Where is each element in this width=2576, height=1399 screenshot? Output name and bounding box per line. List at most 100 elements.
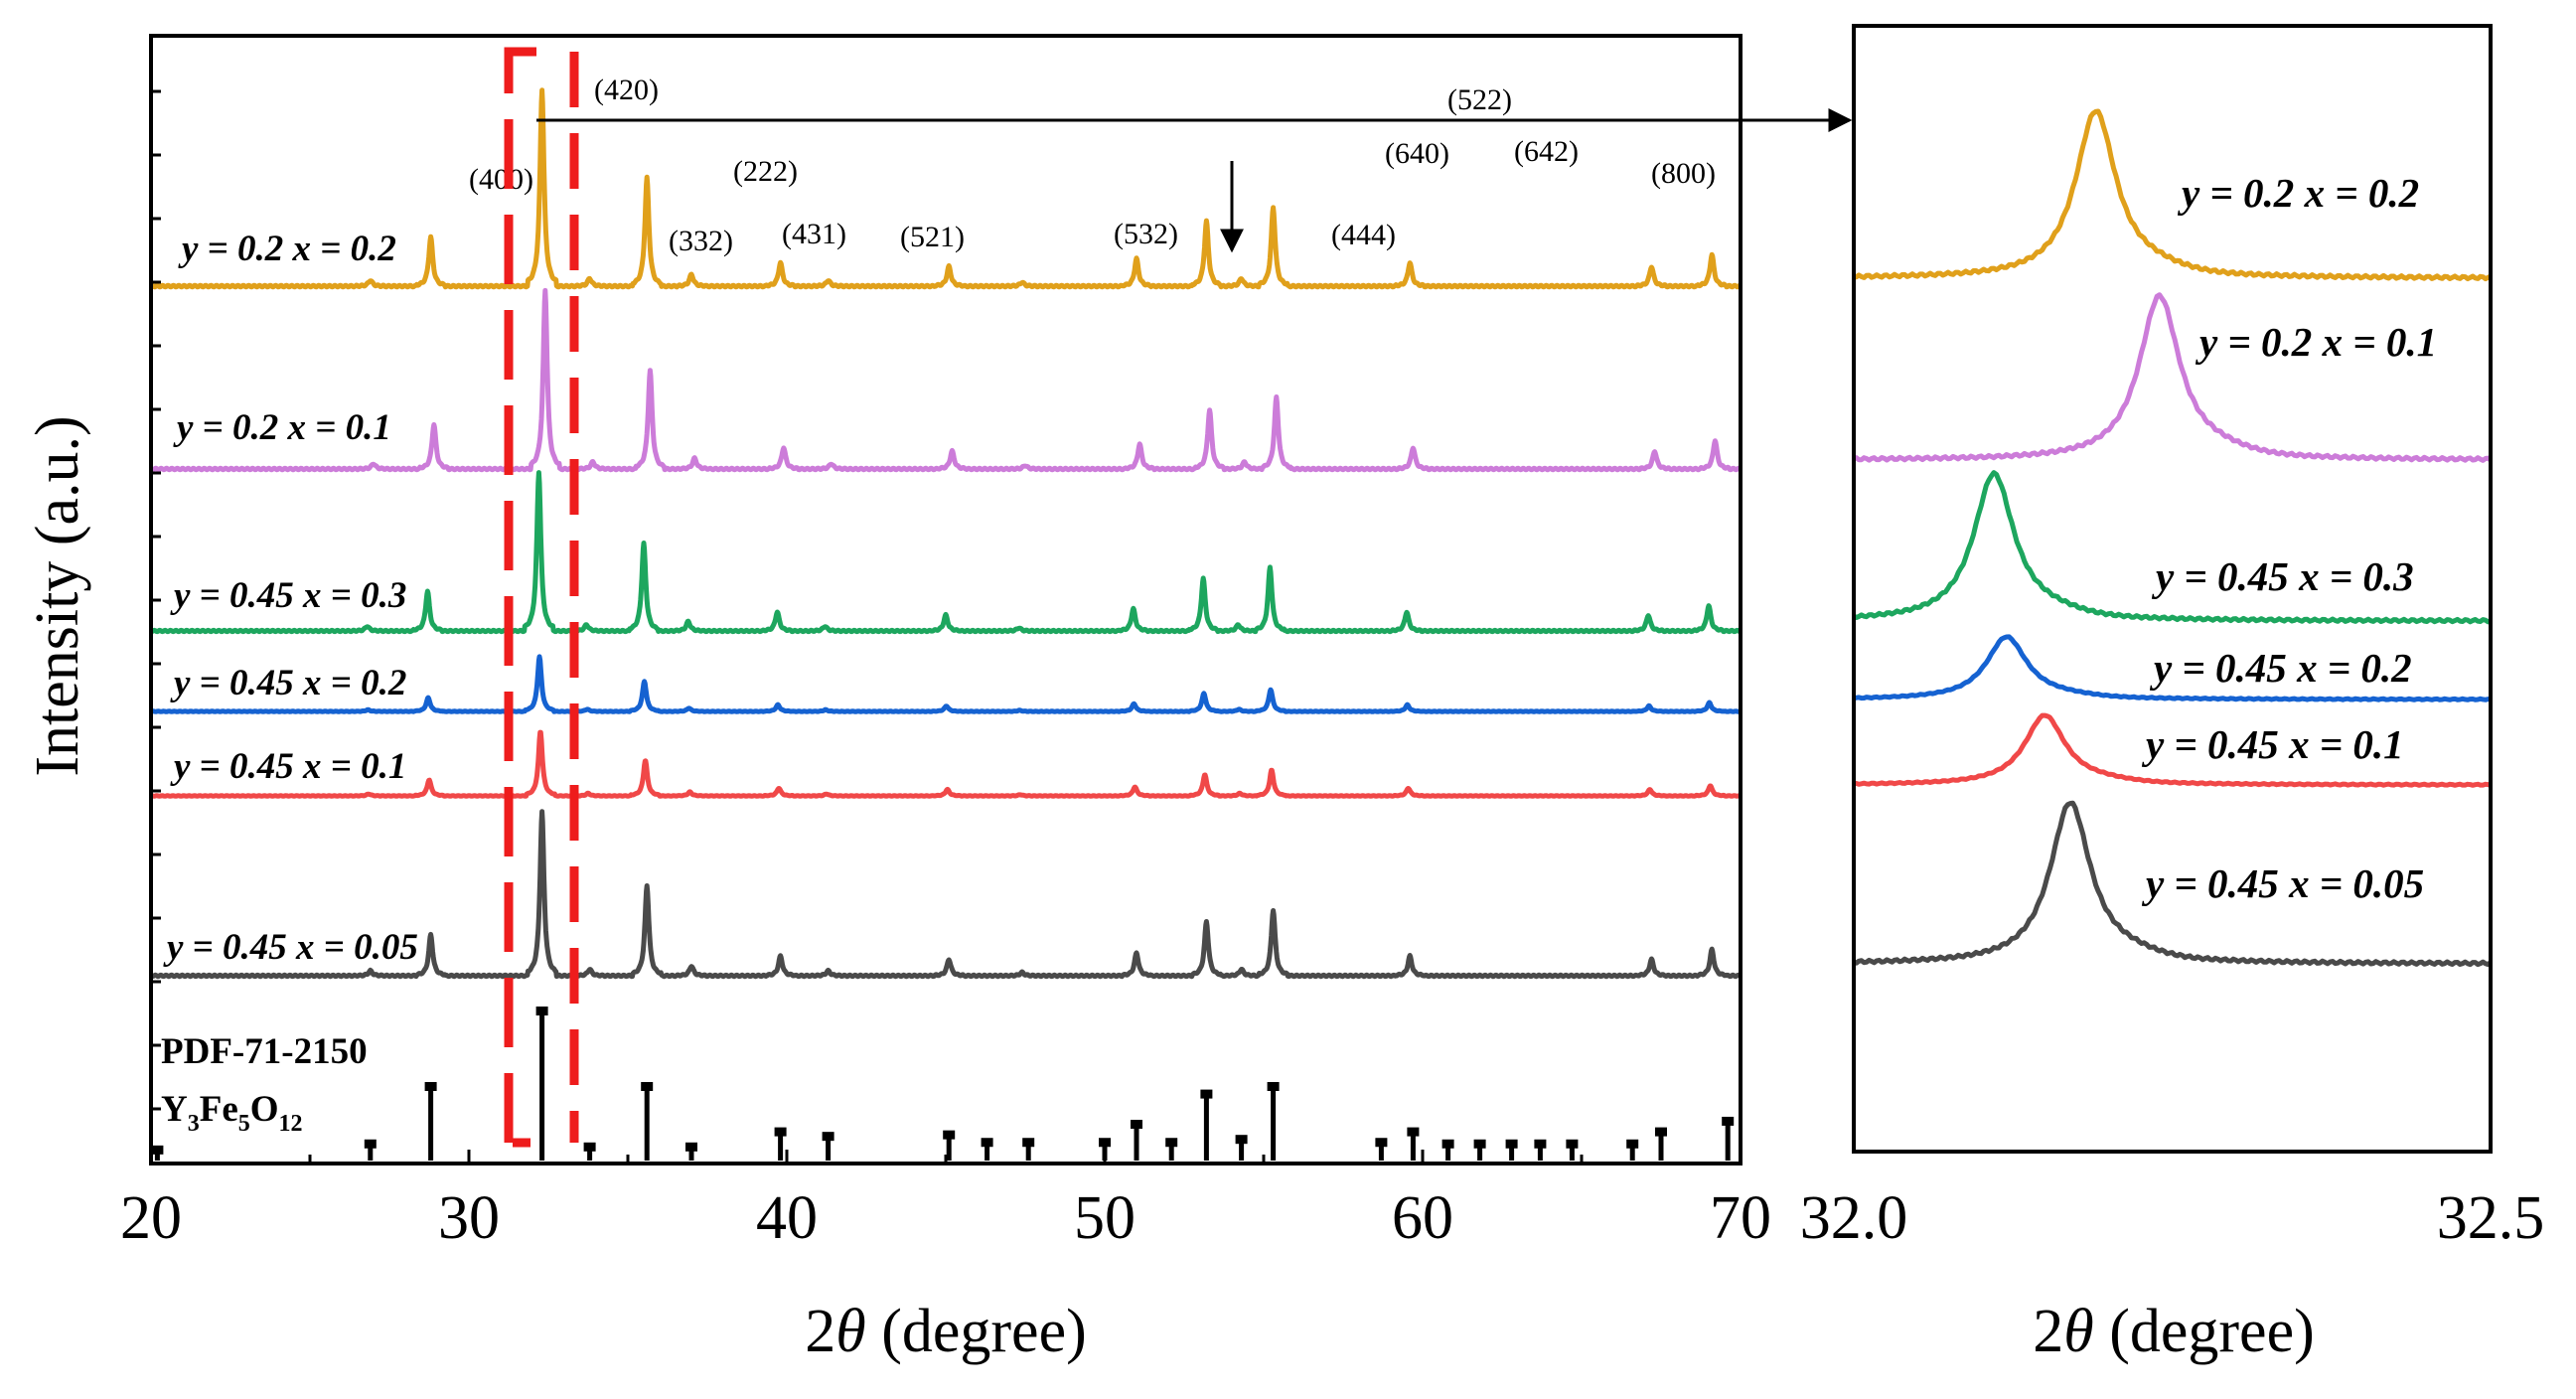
svg-text:y = 0.2 x = 0.2: y = 0.2 x = 0.2 xyxy=(2177,170,2419,216)
hkl-label: (800) xyxy=(1651,157,1716,190)
svg-text:y = 0.45 x = 0.1: y = 0.45 x = 0.1 xyxy=(2141,721,2404,767)
reference-stick-cap xyxy=(1375,1138,1388,1148)
hkl-label: (400) xyxy=(469,163,533,196)
reference-stick-cap xyxy=(151,1145,164,1155)
reference-stick-cap xyxy=(685,1142,697,1152)
reference-stick-cap xyxy=(1722,1116,1735,1126)
reference-stick-cap xyxy=(535,1007,548,1015)
series-label-y045-x01: y = 0.45 x = 0.1 xyxy=(170,746,406,787)
xrd-line-series-4 xyxy=(149,654,1743,714)
series-label-y045-x03: y = 0.45 x = 0.3 xyxy=(170,575,406,616)
reference-stick-cap xyxy=(1131,1120,1142,1129)
hkl-label: (640) xyxy=(1385,137,1449,170)
zoom-label-y045-x005: y = 0.45 x = 0.05 xyxy=(2141,860,2424,906)
reference-card-label: PDF-71-2150 xyxy=(161,1031,368,1072)
reference-stick-cap xyxy=(943,1130,956,1140)
reference-stick-cap xyxy=(1267,1082,1280,1091)
reference-stick-cap xyxy=(1534,1139,1547,1149)
zoom-series-group xyxy=(1852,108,2493,968)
zoom-label-y045-x01: y = 0.45 x = 0.1 xyxy=(2141,721,2404,767)
xrd-line-series-5 xyxy=(149,729,1743,799)
hkl-label: (444) xyxy=(1331,219,1396,251)
hkl-label: (332) xyxy=(669,225,733,257)
xrd-line-series-2 xyxy=(149,287,1743,473)
reference-stick-cap xyxy=(1407,1127,1420,1137)
zoom-x-tick-label: 32.5 xyxy=(2437,1184,2545,1252)
svg-text:y = 0.45 x = 0.05: y = 0.45 x = 0.05 xyxy=(163,927,418,968)
hkl-label: (532) xyxy=(1114,218,1178,250)
zoom-box-left-edge xyxy=(504,47,559,1143)
reference-stick-cap xyxy=(1022,1138,1035,1148)
zoom-line-series-2 xyxy=(1853,292,2493,463)
svg-text:y = 0.45 x = 0.05: y = 0.45 x = 0.05 xyxy=(2141,860,2424,906)
reference-stick-cap xyxy=(1441,1139,1454,1149)
zoom-line-series-4 xyxy=(1853,634,2492,702)
zoom-x-ticks: 32.0 32.5 xyxy=(1800,1184,2545,1252)
series-label-y045-x02: y = 0.45 x = 0.2 xyxy=(170,663,406,703)
svg-text:y = 0.45 x = 0.2: y = 0.45 x = 0.2 xyxy=(2149,645,2412,691)
main-x-axis-title: 2θ (degree) xyxy=(805,1298,1086,1365)
zoom-line-series-1 xyxy=(1853,108,2493,282)
zoom-line-series-6 xyxy=(1852,800,2493,968)
reference-stick-cap xyxy=(1099,1138,1111,1148)
svg-text:y = 0.45 x = 0.1: y = 0.45 x = 0.1 xyxy=(170,746,406,787)
reference-stick-cap xyxy=(1235,1135,1248,1145)
x-tick-label: 50 xyxy=(1074,1184,1136,1252)
x-tick-label: 30 xyxy=(438,1184,500,1252)
x-tick-label: 60 xyxy=(1392,1184,1453,1252)
xrd-line-series-3 xyxy=(149,470,1743,635)
hkl-label: (521) xyxy=(900,221,965,253)
x-tick-label: 20 xyxy=(120,1184,182,1252)
series-label-y045-x005: y = 0.45 x = 0.05 xyxy=(163,927,418,968)
zoom-x-axis-title: 2θ (degree) xyxy=(2033,1298,2314,1365)
zoom-label-y02-x02: y = 0.2 x = 0.2 xyxy=(2177,170,2419,216)
reference-stick-cap xyxy=(1505,1139,1518,1149)
zoom-line-series-5 xyxy=(1854,712,2492,788)
hkl-label: (420) xyxy=(594,74,659,106)
hkl-label: (522) xyxy=(1447,83,1512,116)
reference-stick-cap xyxy=(1200,1089,1213,1099)
reference-stick-cap xyxy=(1655,1127,1667,1137)
reference-stick-cap xyxy=(1165,1138,1178,1148)
reference-stick-cap xyxy=(641,1082,654,1091)
series-label-y02-x02: y = 0.2 x = 0.2 xyxy=(178,229,396,269)
reference-stick-cap xyxy=(822,1132,834,1142)
xrd-line-series-6 xyxy=(149,809,1743,980)
main-y-axis-title: Intensity (a.u.) xyxy=(24,415,91,776)
reference-stick-pattern xyxy=(151,1007,1735,1161)
main-x-ticks: 20 30 40 50 60 70 xyxy=(120,1150,1771,1252)
svg-text:y = 0.45 x = 0.3: y = 0.45 x = 0.3 xyxy=(170,575,406,616)
reference-stick-cap xyxy=(1566,1139,1579,1149)
x-tick-label: 40 xyxy=(756,1184,818,1252)
zoom-label-y045-x02: y = 0.45 x = 0.2 xyxy=(2149,645,2412,691)
xrd-line-series-1 xyxy=(149,87,1743,290)
reference-stick-cap xyxy=(583,1142,596,1152)
svg-text:y = 0.45 x = 0.3: y = 0.45 x = 0.3 xyxy=(2151,553,2414,599)
main-xrd-panel: 20 30 40 50 60 70 y = 0.2 x = 0.2 y = 0.2 x =… xyxy=(24,34,1853,1365)
hkl-labels: (400) (420) (222) (332) (431) (521) (532… xyxy=(469,74,1716,257)
zoom-panel: 32.0 32.5 y = 0.2 x = 0.2 y = 0.2 x = 0.1… xyxy=(1800,24,2545,1365)
reference-stick-cap xyxy=(774,1127,787,1137)
svg-text:y = 0.2 x = 0.2: y = 0.2 x = 0.2 xyxy=(178,229,396,269)
hkl-label: (642) xyxy=(1514,135,1579,168)
reference-formula-label: Y3Fe5O12 xyxy=(161,1089,303,1137)
series-label-y: y = 0.2 xyxy=(178,229,283,269)
reference-stick-cap xyxy=(1473,1139,1486,1149)
svg-text:y = 0.2 x = 0.1: y = 0.2 x = 0.1 xyxy=(2195,319,2437,365)
reference-stick-cap xyxy=(981,1138,993,1148)
reference-stick-cap xyxy=(1626,1139,1639,1149)
hkl-label: (222) xyxy=(733,155,798,188)
series-label-y02-x01: y = 0.2 x = 0.1 xyxy=(173,407,391,448)
zoom-line-series-3 xyxy=(1852,470,2493,625)
reference-stick-cap xyxy=(364,1139,377,1149)
svg-text:y = 0.45 x = 0.2: y = 0.45 x = 0.2 xyxy=(170,663,406,703)
zoom-label-y02-x01: y = 0.2 x = 0.1 xyxy=(2195,319,2437,365)
zoom-label-y045-x03: y = 0.45 x = 0.3 xyxy=(2151,553,2414,599)
svg-text:y = 0.2 x = 0.1: y = 0.2 x = 0.1 xyxy=(173,407,391,448)
reference-stick-cap xyxy=(424,1082,437,1091)
main-y-ticks xyxy=(151,89,161,1111)
hkl-label: (431) xyxy=(782,218,846,250)
zoom-plot-frame xyxy=(1852,24,2493,1154)
x-tick-label: 70 xyxy=(1710,1184,1771,1252)
